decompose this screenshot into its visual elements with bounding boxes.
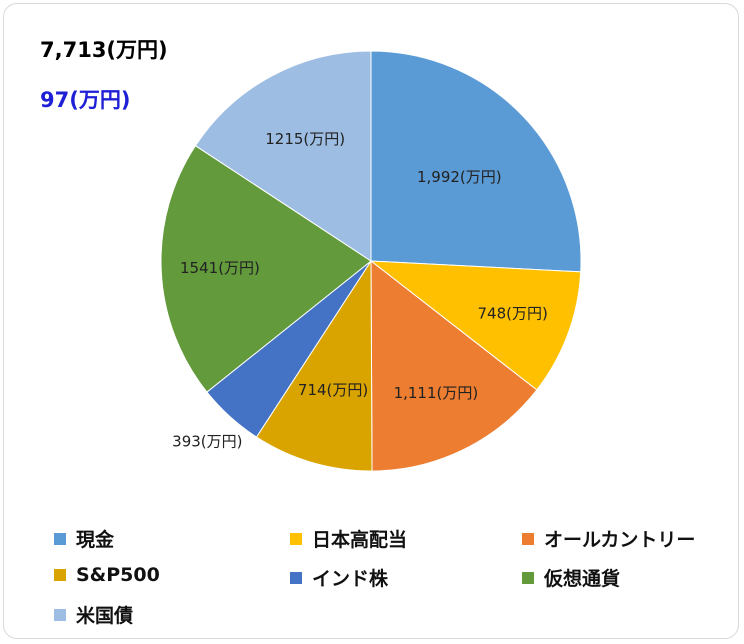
pie-slice-1 (369, 260, 582, 391)
pie-slice-5 (160, 145, 372, 393)
pie-chart: 1,992(万円) 748(万円) 1,111(万円) 714(万円) 393(万円) 1… (160, 50, 582, 472)
legend-label-1: 日本高配当 (312, 529, 408, 551)
legend-swatch-0 (54, 532, 66, 545)
legend-item-3: S&P500 (54, 564, 160, 586)
legend-item-1: 日本高配当 (290, 525, 407, 552)
slice-label-5: 1541(万円) (180, 259, 260, 277)
legend-item-0: 現金 (54, 525, 114, 552)
legend-swatch-4 (290, 571, 302, 584)
pie-slice-6 (194, 50, 372, 262)
legend-label-2: オールカントリー (544, 529, 696, 551)
legend-swatch-2 (522, 532, 534, 545)
legend-label-6: 米国債 (76, 605, 134, 627)
slice-label-2: 1,111(万円) (394, 384, 479, 402)
legend-swatch-5 (522, 571, 534, 584)
legend-label-3: S&P500 (76, 564, 160, 586)
pie-slice-0 (370, 50, 582, 273)
pie-slice-2 (370, 259, 538, 472)
legend-item-6: 米国債 (54, 601, 133, 628)
legend-item-2: オールカントリー (522, 525, 695, 552)
pie-slice-3 (255, 259, 373, 472)
legend-item-4: インド株 (290, 564, 388, 591)
legend-item-5: 仮想通貨 (522, 564, 620, 591)
legend-swatch-1 (290, 532, 302, 545)
slice-label-4: 393(万円) (172, 432, 242, 450)
slice-label-0: 1,992(万円) (417, 168, 502, 186)
slice-label-6: 1215(万円) (265, 130, 345, 148)
change-amount: 97(万円) (40, 88, 131, 112)
slice-label-3: 714(万円) (298, 381, 368, 399)
legend-swatch-3 (54, 569, 66, 581)
slice-label-1: 748(万円) (478, 305, 548, 323)
legend-label-0: 現金 (76, 529, 115, 551)
legend-label-4: インド株 (312, 568, 389, 590)
legend-label-5: 仮想通貨 (544, 568, 621, 590)
legend-swatch-6 (54, 608, 66, 621)
total-amount: 7,713(万円) (40, 38, 168, 62)
